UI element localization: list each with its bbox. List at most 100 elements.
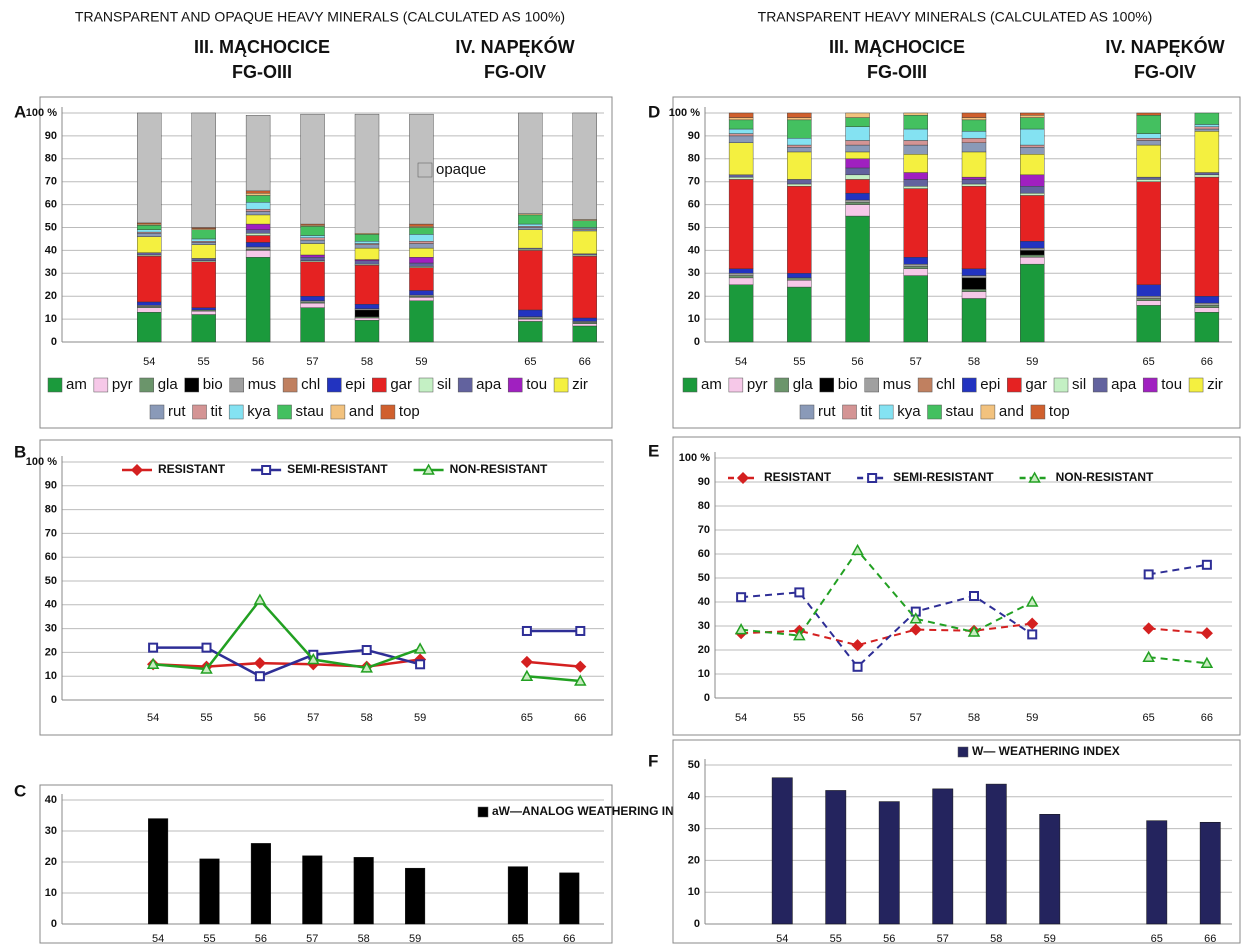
bar-segment: [409, 257, 434, 264]
bar-segment: [903, 188, 928, 258]
bar-segment: [903, 266, 928, 269]
x-tick-label: 57: [910, 712, 922, 724]
y-tick-label: 60: [698, 548, 710, 560]
legend-swatch: [507, 377, 523, 393]
bar-segment: [300, 257, 325, 261]
bar-segment: [300, 261, 325, 297]
legend-swatch: [927, 404, 942, 420]
x-tick-label: 59: [1026, 712, 1038, 724]
bar-segment: [354, 247, 380, 260]
bar-segment: [961, 277, 987, 290]
x-tick-label: 65: [524, 356, 536, 368]
bar: [771, 777, 793, 925]
bar-segment: [300, 302, 325, 308]
bar-segment: [300, 307, 325, 343]
bar-segment: [1020, 250, 1045, 256]
bar-segment: [1136, 133, 1161, 139]
y-tick-label: 20: [688, 290, 700, 302]
bar-segment: [1136, 296, 1161, 299]
bar-segment: [787, 273, 812, 279]
x-tick-label: 59: [409, 933, 421, 945]
x-tick-label: 59: [1026, 356, 1038, 368]
marker: [734, 623, 748, 635]
bar-segment: [1020, 195, 1045, 242]
legend-swatch: [1142, 377, 1158, 393]
y-tick-label: 50: [688, 221, 700, 233]
bar-segment: [845, 158, 870, 169]
x-tick-label: 66: [1201, 712, 1213, 724]
marker: [253, 593, 267, 605]
legend-swatch: [47, 377, 63, 393]
bar-segment: [1194, 112, 1220, 125]
y-tick-label: 100 %: [26, 456, 57, 468]
legend-label: tou: [526, 376, 547, 393]
bar-segment: [961, 183, 987, 187]
legend-label: stau: [296, 403, 324, 420]
legend-label: NON-RESISTANT: [450, 462, 548, 476]
bar-segment: [961, 137, 987, 143]
legend-swatch: [1007, 377, 1022, 393]
bar: [405, 867, 426, 925]
legend-swatch: [93, 377, 109, 393]
bar-segment: [245, 229, 271, 234]
bar-segment: [728, 128, 754, 134]
bar-segment: [728, 179, 754, 269]
legend-label: zir: [1207, 376, 1223, 393]
legend-label: gar: [390, 376, 412, 393]
marker: [852, 661, 863, 672]
legend-swatch: [962, 377, 977, 393]
x-tick-label: 55: [830, 933, 842, 945]
y-tick-label: 80: [45, 504, 57, 516]
marker: [1143, 569, 1154, 580]
bar-segment: [1194, 126, 1220, 130]
site-code: FG-OIII: [232, 62, 292, 82]
x-tick-label: 56: [851, 712, 863, 724]
x-tick-label: 55: [198, 356, 210, 368]
marker: [851, 543, 864, 556]
bar-segment: [1020, 154, 1045, 176]
legend-label: bio: [203, 376, 223, 393]
bar-segment: [409, 243, 434, 249]
bar-segment: [354, 113, 380, 234]
x-tick-label: 54: [143, 356, 155, 368]
bar-segment: [137, 112, 162, 224]
x-tick-label: 59: [1044, 933, 1056, 945]
y-tick-label: 70: [688, 176, 700, 188]
bar-segment: [845, 126, 870, 141]
bar-segment: [728, 142, 754, 176]
bar-segment: [728, 135, 754, 143]
legend-swatch: [878, 404, 894, 420]
y-tick-label: 40: [688, 791, 700, 803]
bar-segment: [300, 243, 325, 256]
legend-swatch: [477, 806, 489, 818]
y-tick-label: 70: [45, 176, 57, 188]
marker: [521, 625, 532, 636]
site-name: IV. NAPĘKÓW: [455, 36, 574, 57]
legend-label: bio: [838, 376, 858, 393]
legend-swatch: [864, 377, 879, 393]
legend-swatch: [842, 404, 857, 420]
bar-segment: [409, 247, 434, 258]
bar-segment: [245, 242, 271, 248]
marker: [1142, 650, 1155, 662]
x-tick-label: 55: [793, 356, 805, 368]
y-tick-label: 50: [45, 221, 57, 233]
legend-label: tit: [861, 403, 874, 420]
bar-segment: [191, 314, 216, 343]
bar-segment: [1194, 128, 1220, 132]
legend-swatch: [372, 377, 387, 393]
x-tick-label: 54: [776, 933, 788, 945]
legend-label: pyr: [747, 376, 768, 393]
bar-segment: [1020, 174, 1045, 187]
bar-segment: [245, 192, 271, 196]
legend-label: and: [349, 403, 374, 420]
bar-segment: [845, 112, 870, 118]
bar-segment: [903, 154, 928, 173]
y-tick-label: 90: [688, 130, 700, 142]
site-name: III. MĄCHOCICE: [829, 37, 965, 57]
bar-segment: [245, 235, 271, 243]
legend-label: stau: [946, 403, 974, 420]
panel-letter: D: [648, 102, 660, 121]
y-tick-label: 30: [45, 825, 57, 837]
bar: [1039, 814, 1061, 925]
